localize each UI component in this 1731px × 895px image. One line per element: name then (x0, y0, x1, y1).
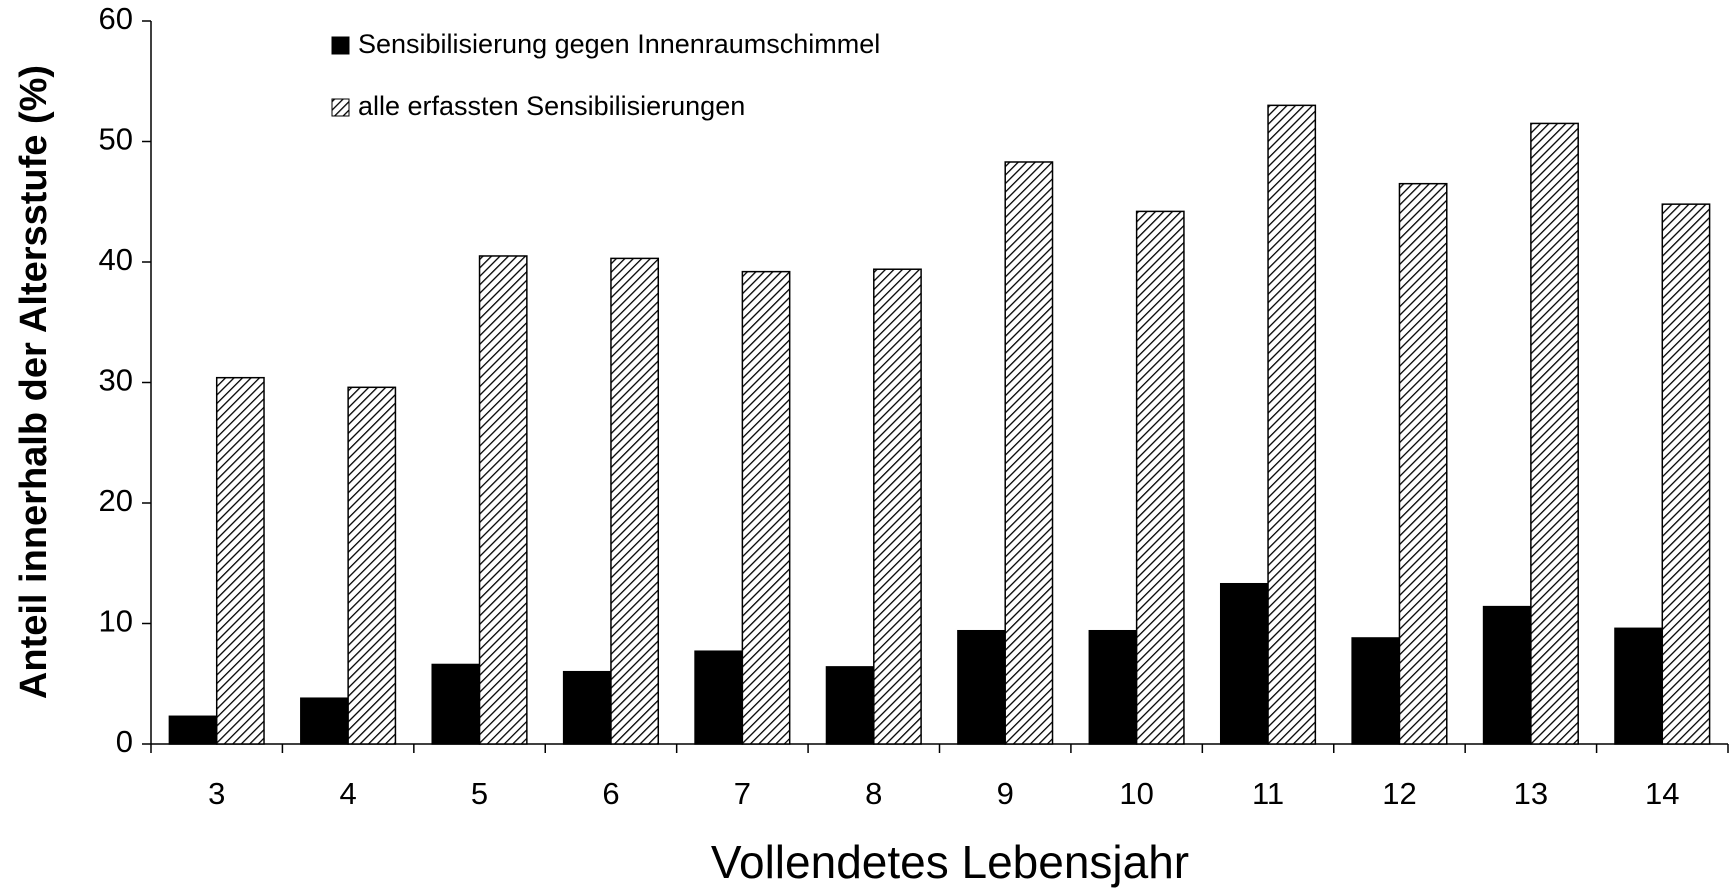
bar (1530, 122, 1579, 745)
bar (1351, 637, 1401, 745)
bar (168, 715, 218, 745)
bar (300, 697, 349, 745)
bar (1088, 629, 1138, 745)
y-tick-label: 40 (99, 242, 133, 277)
x-tick-label: 6 (602, 776, 619, 811)
bar (1135, 210, 1185, 745)
x-tick-label: 7 (734, 776, 751, 811)
y-tick-label: 50 (99, 122, 133, 157)
x-tick-label: 4 (340, 776, 357, 811)
x-tick-label: 10 (1119, 776, 1153, 811)
x-tick-label: 13 (1514, 776, 1548, 811)
bar (478, 255, 528, 745)
bar (1661, 203, 1711, 745)
bar (825, 666, 875, 745)
bar (1219, 582, 1269, 745)
bar (562, 670, 612, 745)
y-tick-label: 10 (99, 604, 133, 639)
y-tick-label: 60 (99, 1, 133, 36)
x-tick-label: 9 (997, 776, 1014, 811)
y-axis-label: Anteil innerhalb der Altersstufe (%) (13, 65, 55, 699)
legend-swatch (331, 36, 350, 55)
bar (610, 257, 660, 745)
x-tick-label: 3 (208, 776, 225, 811)
x-tick-label: 12 (1382, 776, 1416, 811)
x-tick-label: 8 (865, 776, 882, 811)
bar (1267, 104, 1317, 745)
bar (1004, 161, 1054, 745)
x-tick-label: 14 (1645, 776, 1679, 811)
bar (215, 376, 265, 745)
bar (1398, 182, 1448, 745)
bar (347, 386, 397, 745)
legend-label: Sensibilisierung gegen Innenraumschimmel (358, 29, 880, 59)
bar (741, 270, 791, 745)
legend-label: alle erfassten Sensibilisierungen (358, 91, 745, 121)
bar (957, 629, 1006, 745)
bar (1482, 605, 1532, 745)
bar (1614, 627, 1664, 745)
x-axis-label: Vollendetes Lebensjahr (711, 836, 1189, 888)
y-tick-label: 20 (99, 483, 133, 518)
bar (873, 268, 922, 745)
legend-swatch (331, 98, 350, 117)
y-tick-label: 30 (99, 363, 133, 398)
bar (694, 650, 744, 745)
x-tick-label: 11 (1252, 776, 1284, 811)
bar (431, 663, 481, 745)
x-tick-label: 5 (471, 776, 488, 811)
y-tick-label: 0 (116, 724, 133, 759)
